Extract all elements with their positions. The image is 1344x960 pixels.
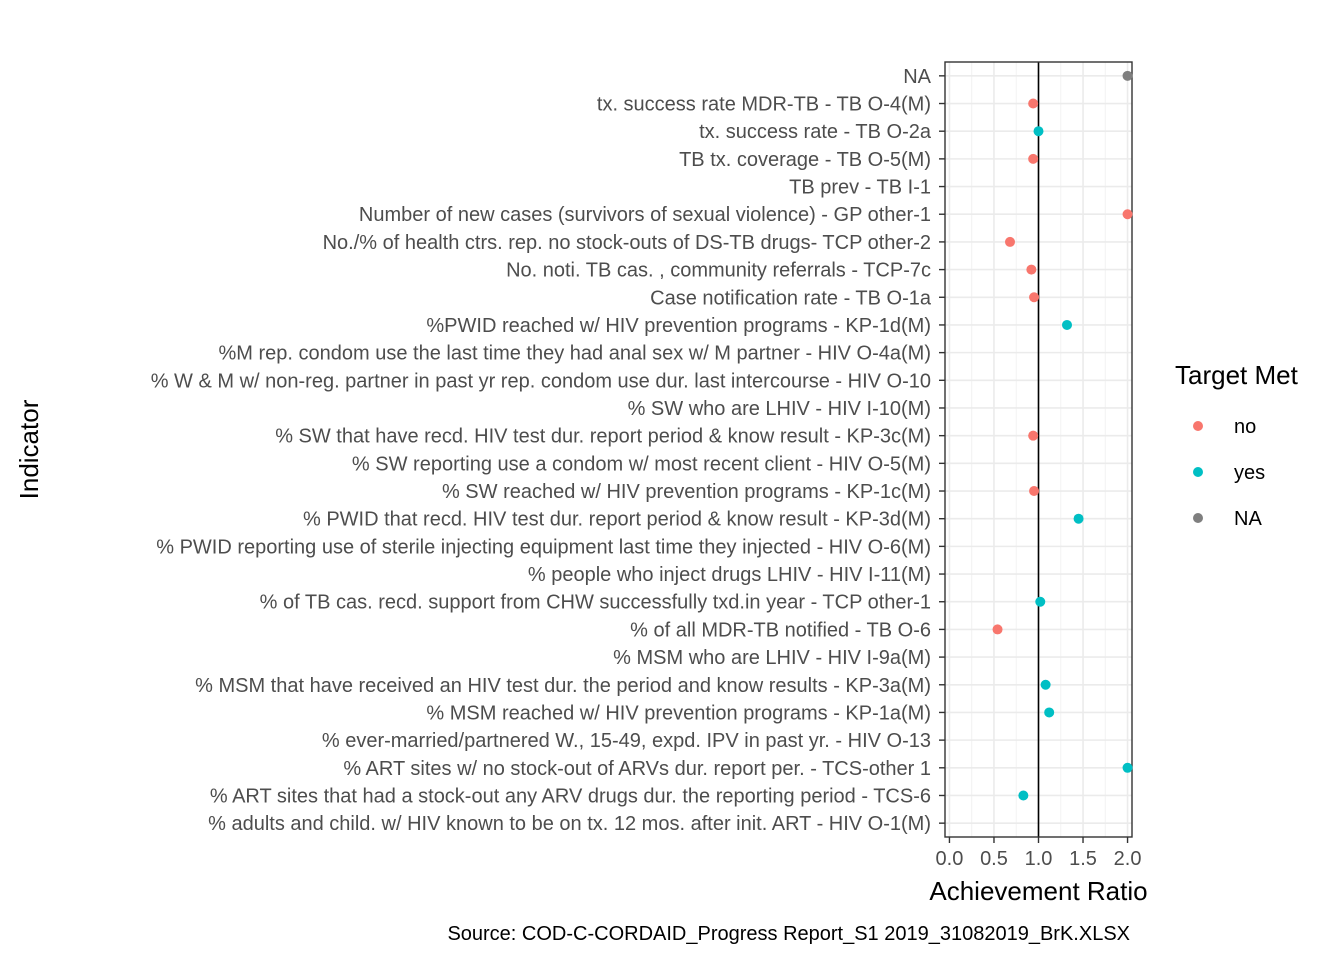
- y-tick-label: %PWID reached w/ HIV prevention programs…: [426, 315, 931, 337]
- y-axis-title: Indicator: [14, 399, 44, 499]
- y-tick-label: % ever-married/partnered W., 15-49, expd…: [322, 730, 931, 752]
- legend-title: Target Met: [1175, 360, 1299, 390]
- legend-label: no: [1234, 416, 1256, 438]
- legend-label: NA: [1234, 508, 1262, 530]
- data-point: [1122, 70, 1133, 81]
- data-point: [1026, 264, 1037, 275]
- legend-label: yes: [1234, 462, 1265, 484]
- grid: [945, 62, 1132, 837]
- x-tick-label: 1.0: [1025, 848, 1053, 870]
- y-tick-label: % SW who are LHIV - HIV I-10(M): [628, 398, 931, 420]
- data-point: [1044, 707, 1055, 718]
- data-point: [1005, 236, 1016, 247]
- y-tick-label: % of TB cas. recd. support from CHW succ…: [260, 592, 931, 614]
- y-axis-labels: NA tx. success rate MDR-TB - TB O-4(M) tx.…: [151, 66, 945, 835]
- y-tick-label: % MSM reached w/ HIV prevention programs…: [426, 702, 931, 724]
- data-point: [1061, 319, 1072, 330]
- data-point: [1028, 98, 1039, 109]
- y-tick-label: % people who inject drugs LHIV - HIV I-1…: [528, 564, 931, 586]
- legend-key: [1193, 421, 1203, 431]
- y-tick-label: % adults and child. w/ HIV known to be o…: [208, 813, 931, 835]
- y-tick-label: % W & M w/ non-reg. partner in past yr r…: [151, 370, 931, 392]
- y-tick-label: tx. success rate - TB O-2a: [699, 121, 932, 143]
- y-tick-label: tx. success rate MDR-TB - TB O-4(M): [597, 94, 931, 116]
- x-tick-label: 2.0: [1114, 848, 1142, 870]
- data-point: [1122, 209, 1133, 220]
- data-point: [1040, 679, 1051, 690]
- points: [992, 70, 1133, 801]
- x-tick-label: 0.0: [936, 848, 964, 870]
- x-tick-label: 0.5: [980, 848, 1008, 870]
- data-point: [1073, 513, 1084, 524]
- y-tick-label: % PWID reporting use of sterile injectin…: [156, 536, 931, 558]
- x-tick-label: 1.5: [1069, 848, 1097, 870]
- y-tick-label: % ART sites that had a stock-out any ARV…: [210, 785, 931, 807]
- data-point: [1035, 596, 1046, 607]
- legend-key: [1193, 467, 1203, 477]
- data-point: [992, 624, 1003, 635]
- y-tick-label: % ART sites w/ no stock-out of ARVs dur.…: [343, 758, 931, 780]
- y-tick-label: %M rep. condom use the last time they ha…: [219, 343, 932, 365]
- y-tick-label: % SW reporting use a condom w/ most rece…: [352, 453, 931, 475]
- data-point: [1028, 153, 1039, 164]
- data-point: [1029, 292, 1040, 303]
- data-point: [1018, 790, 1029, 801]
- data-point: [1028, 430, 1039, 441]
- y-tick-label: Case notification rate - TB O-1a: [650, 287, 932, 309]
- y-tick-label: % MSM who are LHIV - HIV I-9a(M): [613, 647, 931, 669]
- y-tick-label: Number of new cases (survivors of sexual…: [359, 204, 931, 226]
- x-axis-ticks: 0.0 0.5 1.0 1.5 2.0: [936, 837, 1142, 870]
- y-tick-label: NA: [903, 66, 931, 88]
- legend-key: [1193, 513, 1203, 523]
- source-caption: Source: COD-C-CORDAID_Progress Report_S1…: [447, 923, 1130, 945]
- y-tick-label: TB tx. coverage - TB O-5(M): [679, 149, 931, 171]
- y-tick-label: % PWID that recd. HIV test dur. report p…: [303, 509, 931, 531]
- y-tick-label: TB prev - TB I-1: [789, 177, 931, 199]
- data-point: [1033, 126, 1044, 137]
- y-tick-label: % SW that have recd. HIV test dur. repor…: [275, 426, 931, 448]
- y-tick-label: No. noti. TB cas. , community referrals …: [506, 260, 931, 282]
- y-tick-label: % MSM that have received an HIV test dur…: [195, 675, 931, 697]
- x-axis-title: Achievement Ratio: [929, 876, 1147, 906]
- data-point: [1122, 762, 1133, 773]
- data-point: [1029, 486, 1040, 497]
- y-tick-label: No./% of health ctrs. rep. no stock-outs…: [323, 232, 931, 254]
- y-tick-label: % SW reached w/ HIV prevention programs …: [442, 481, 931, 503]
- y-tick-label: % of all MDR-TB notified - TB O-6: [630, 619, 931, 641]
- legend: Target Met no yes NA: [1175, 360, 1299, 530]
